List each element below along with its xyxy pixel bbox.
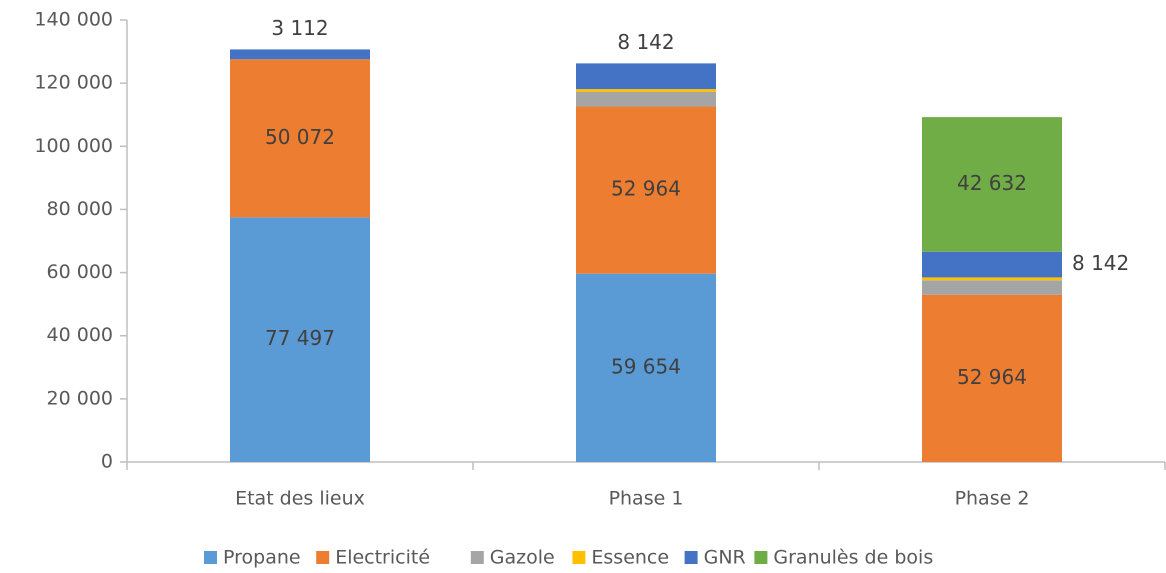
x-tick-label: Phase 2: [955, 488, 1030, 510]
x-tick-label: Phase 1: [609, 488, 684, 510]
data-label: 59 654: [611, 354, 681, 378]
y-tick-label: 140 000: [34, 9, 113, 31]
y-tick-label: 20 000: [47, 387, 113, 409]
data-label: 77 497: [265, 326, 335, 350]
bar-segment: [576, 63, 716, 90]
bar-segment: [922, 294, 1062, 462]
y-tick-label: 120 000: [34, 72, 113, 94]
y-tick-label: 100 000: [34, 135, 113, 157]
legend-label: GNR: [704, 547, 746, 569]
legend-swatch: [684, 551, 698, 564]
data-label: 52 964: [611, 177, 681, 201]
bar-segment: [230, 59, 370, 218]
data-label: 8 142: [1072, 251, 1129, 275]
legend-swatch: [470, 551, 484, 564]
bar-segment: [922, 277, 1062, 281]
legend-swatch: [572, 551, 586, 564]
bar-segment: [922, 251, 1062, 278]
y-tick-label: 40 000: [47, 324, 113, 346]
data-label: 3 112: [271, 16, 328, 40]
data-label: 50 072: [265, 125, 335, 149]
legend-label: Gazole: [490, 547, 555, 569]
y-tick-label: 80 000: [47, 198, 113, 220]
legend-label: Granulès de bois: [773, 547, 933, 569]
bar-segment: [576, 89, 716, 92]
data-label: 42 632: [957, 171, 1027, 195]
data-label: 8 142: [617, 30, 674, 54]
legend-swatch: [754, 551, 768, 564]
y-tick-label: 60 000: [47, 261, 113, 283]
legend-label: Propane: [223, 547, 301, 569]
bar-segment: [922, 117, 1062, 252]
legend-swatch: [316, 551, 330, 564]
legend-label: Electricité: [335, 547, 430, 569]
legend-label: Essence: [591, 547, 669, 569]
bar-segment: [576, 273, 716, 462]
y-tick-label: 0: [101, 451, 113, 473]
data-label: 52 964: [957, 365, 1027, 389]
bar-segment: [576, 91, 716, 107]
bar-segment: [922, 280, 1062, 295]
bar-segment: [230, 49, 370, 60]
bar-segment: [576, 106, 716, 274]
legend-swatch: [204, 551, 217, 564]
bar-segment: [230, 217, 370, 462]
x-tick-label: Etat des lieux: [235, 488, 365, 510]
